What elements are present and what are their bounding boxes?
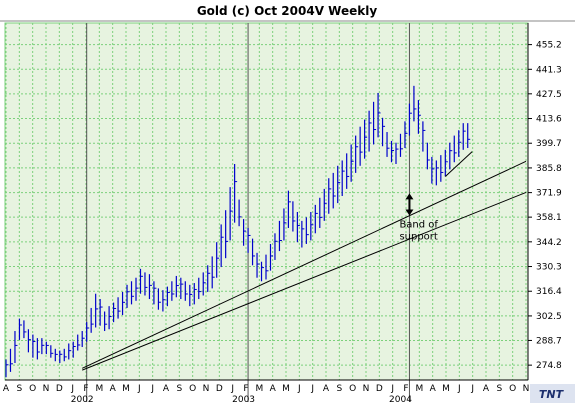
support-trendline [82, 191, 527, 371]
x-month-label: D [56, 384, 63, 394]
x-month-label: A [3, 384, 10, 394]
x-month-label: A [483, 384, 490, 394]
x-month-label: N [363, 384, 370, 394]
x-month-label: F [243, 384, 248, 394]
x-month-label: M [95, 384, 103, 394]
x-month-label: N [43, 384, 50, 394]
x-month-label: F [83, 384, 88, 394]
logo-background [530, 384, 575, 403]
x-year-label: 2004 [389, 395, 412, 403]
y-tick-label: 399.7 [536, 139, 562, 149]
x-month-label: A [110, 384, 117, 394]
x-month-label: J [150, 384, 154, 394]
x-month-label: M [415, 384, 423, 394]
x-month-label: J [70, 384, 74, 394]
x-month-label: A [163, 384, 170, 394]
x-month-label: S [336, 384, 342, 394]
x-month-label: O [189, 384, 196, 394]
x-month-label: S [496, 384, 502, 394]
x-month-label: S [176, 384, 182, 394]
logo-text: TNT [539, 388, 565, 401]
y-tick-label: 455.2 [536, 41, 562, 51]
chart-title: Gold (c) Oct 2004V Weekly [197, 4, 378, 18]
support-trendline [81, 160, 527, 369]
annotation-label: Band of [399, 220, 438, 231]
y-tick-label: 358.1 [536, 213, 562, 223]
short-trendline [444, 151, 473, 177]
x-month-label: O [349, 384, 356, 394]
tnt-logo: TNT [530, 384, 575, 403]
x-month-label: A [430, 384, 437, 394]
y-tick-label: 427.5 [536, 90, 562, 100]
plot-area [4, 22, 529, 381]
y-tick-label: 385.8 [536, 164, 562, 174]
y-tick-label: 371.9 [536, 189, 562, 199]
y-tick-label: 344.2 [536, 238, 562, 248]
x-year-label: 2002 [71, 395, 94, 403]
band-arrow-head-down [405, 209, 414, 216]
y-tick-label: 302.5 [536, 312, 562, 322]
x-month-label: D [216, 384, 223, 394]
annotation-label: support [399, 232, 437, 243]
x-month-label: M [122, 384, 130, 394]
x-month-label: N [203, 384, 210, 394]
x-year-label: 2003 [232, 395, 255, 403]
trendlines [81, 151, 527, 371]
x-month-label: J [310, 384, 314, 394]
y-tick-label: 441.3 [536, 65, 562, 75]
x-month-label: J [457, 384, 461, 394]
x-month-label: A [270, 384, 277, 394]
y-tick-label: 274.8 [536, 361, 562, 371]
x-month-label: S [16, 384, 22, 394]
x-month-label: M [282, 384, 290, 394]
x-month-label: J [390, 384, 394, 394]
band-arrow-head-up [405, 193, 414, 200]
x-month-label: M [442, 384, 450, 394]
x-month-label: N [523, 384, 530, 394]
x-month-label: J [470, 384, 474, 394]
x-month-label: A [323, 384, 330, 394]
x-month-label: J [297, 384, 301, 394]
x-month-label: O [509, 384, 516, 394]
y-tick-label: 330.3 [536, 263, 562, 273]
x-month-label: D [376, 384, 383, 394]
price-bars [5, 85, 471, 378]
y-tick-label: 316.4 [536, 287, 562, 297]
x-month-label: M [255, 384, 263, 394]
y-tick-label: 288.7 [536, 336, 562, 346]
y-axis: 274.8 288.7 302.5 316.4 330.3 344.2 358.1 371.9… [527, 23, 562, 380]
x-month-label: J [137, 384, 141, 394]
x-month-label: J [230, 384, 234, 394]
y-tick-label: 413.6 [536, 115, 562, 125]
x-month-label: F [403, 384, 408, 394]
x-month-label: O [29, 384, 36, 394]
